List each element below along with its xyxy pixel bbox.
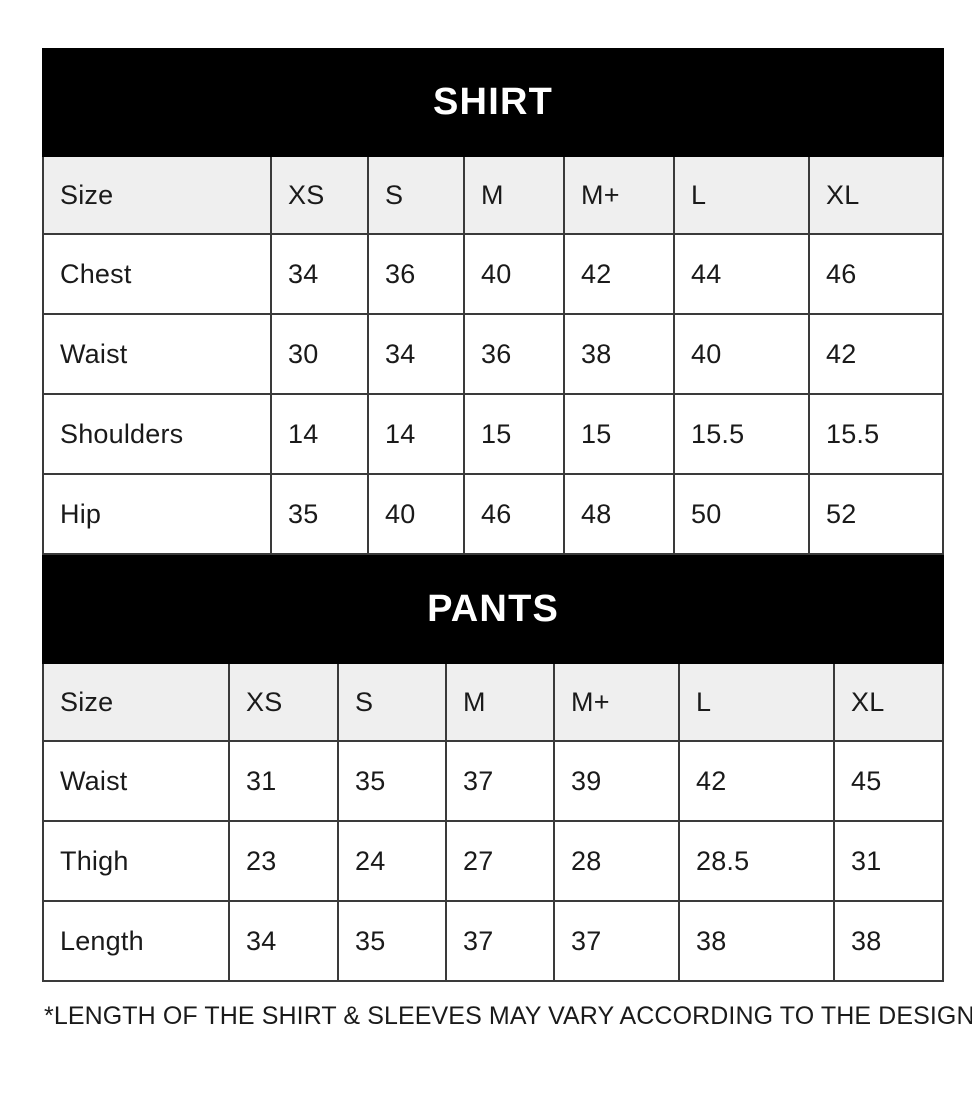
shirt-size-xs: XS bbox=[270, 155, 369, 235]
shirt-hip-l: 50 bbox=[673, 473, 810, 555]
shirt-shoulders-l: 15.5 bbox=[673, 393, 810, 475]
shirt-size-s: S bbox=[367, 155, 465, 235]
pants-waist-m-plus: 39 bbox=[553, 740, 680, 822]
pants-row-label-thigh: Thigh bbox=[42, 820, 230, 902]
shirt-chest-m: 40 bbox=[463, 233, 565, 315]
shirt-hip-xl: 52 bbox=[807, 473, 945, 555]
shirt-chest-xs: 34 bbox=[270, 233, 369, 315]
pants-waist-l: 42 bbox=[678, 740, 835, 822]
shirt-shoulders-xs: 14 bbox=[270, 393, 369, 475]
pants-thigh-m: 27 bbox=[445, 820, 555, 902]
pants-size-table: PANTS Size XS S M M+ L XL Waist 31 35 37… bbox=[41, 555, 945, 982]
shirt-waist-m-plus: 38 bbox=[563, 313, 675, 395]
shirt-shoulders-s: 14 bbox=[367, 393, 465, 475]
pants-thigh-s: 24 bbox=[337, 820, 447, 902]
pants-size-label: Size bbox=[42, 662, 230, 742]
shirt-hip-m-plus: 48 bbox=[563, 473, 675, 555]
size-chart-footnote: *LENGTH OF THE SHIRT & SLEEVES MAY VARY … bbox=[44, 1002, 972, 1030]
table-row: Waist 31 35 37 39 42 45 bbox=[42, 740, 945, 822]
pants-length-m: 37 bbox=[445, 900, 555, 982]
shirt-shoulders-m-plus: 15 bbox=[563, 393, 675, 475]
pants-length-s: 35 bbox=[337, 900, 447, 982]
table-row: Thigh 23 24 27 28 28.5 31 bbox=[42, 820, 945, 902]
shirt-size-xl: XL bbox=[807, 155, 945, 235]
shirt-chest-m-plus: 42 bbox=[563, 233, 675, 315]
pants-header-row: Size XS S M M+ L XL bbox=[42, 662, 945, 742]
table-row: Chest 34 36 40 42 44 46 bbox=[42, 233, 945, 315]
shirt-row-label-chest: Chest bbox=[42, 233, 272, 315]
table-row: Waist 30 34 36 38 40 42 bbox=[42, 313, 945, 395]
pants-size-m: M bbox=[445, 662, 555, 742]
pants-thigh-xl: 31 bbox=[832, 820, 945, 902]
pants-size-l: L bbox=[678, 662, 835, 742]
shirt-header-row: Size XS S M M+ L XL bbox=[42, 155, 945, 235]
shirt-size-label: Size bbox=[42, 155, 272, 235]
shirt-size-m-plus: M+ bbox=[563, 155, 675, 235]
pants-banner-row: PANTS bbox=[41, 555, 945, 664]
pants-length-l: 38 bbox=[678, 900, 835, 982]
table-row: Length 34 35 37 37 38 38 bbox=[42, 900, 945, 982]
shirt-waist-xs: 30 bbox=[270, 313, 369, 395]
shirt-banner-row: SHIRT bbox=[41, 48, 945, 157]
shirt-shoulders-m: 15 bbox=[463, 393, 565, 475]
shirt-waist-l: 40 bbox=[673, 313, 810, 395]
pants-length-m-plus: 37 bbox=[553, 900, 680, 982]
pants-row-label-length: Length bbox=[42, 900, 230, 982]
shirt-size-m: M bbox=[463, 155, 565, 235]
shirt-chest-s: 36 bbox=[367, 233, 465, 315]
pants-waist-xs: 31 bbox=[228, 740, 339, 822]
pants-length-xl: 38 bbox=[832, 900, 945, 982]
shirt-chest-xl: 46 bbox=[807, 233, 945, 315]
shirt-waist-xl: 42 bbox=[807, 313, 945, 395]
shirt-size-l: L bbox=[673, 155, 810, 235]
shirt-waist-s: 34 bbox=[367, 313, 465, 395]
shirt-row-label-hip: Hip bbox=[42, 473, 272, 555]
pants-size-xl: XL bbox=[832, 662, 945, 742]
pants-banner-cell: PANTS bbox=[41, 555, 945, 664]
pants-thigh-l: 28.5 bbox=[678, 820, 835, 902]
shirt-hip-s: 40 bbox=[367, 473, 465, 555]
shirt-shoulders-xl: 15.5 bbox=[807, 393, 945, 475]
pants-size-s: S bbox=[337, 662, 447, 742]
shirt-size-table: SHIRT Size XS S M M+ L XL Chest 34 36 40… bbox=[41, 48, 945, 555]
pants-row-label-waist: Waist bbox=[42, 740, 230, 822]
shirt-chest-l: 44 bbox=[673, 233, 810, 315]
pants-size-xs: XS bbox=[228, 662, 339, 742]
pants-thigh-xs: 23 bbox=[228, 820, 339, 902]
pants-waist-m: 37 bbox=[445, 740, 555, 822]
pants-banner-title: PANTS bbox=[427, 588, 560, 630]
table-row: Shoulders 14 14 15 15 15.5 15.5 bbox=[42, 393, 945, 475]
shirt-banner-cell: SHIRT bbox=[41, 48, 945, 157]
pants-waist-xl: 45 bbox=[832, 740, 945, 822]
shirt-waist-m: 36 bbox=[463, 313, 565, 395]
table-row: Hip 35 40 46 48 50 52 bbox=[42, 473, 945, 555]
pants-length-xs: 34 bbox=[228, 900, 339, 982]
shirt-banner-title: SHIRT bbox=[433, 81, 554, 123]
shirt-hip-xs: 35 bbox=[270, 473, 369, 555]
pants-size-m-plus: M+ bbox=[553, 662, 680, 742]
shirt-hip-m: 46 bbox=[463, 473, 565, 555]
pants-thigh-m-plus: 28 bbox=[553, 820, 680, 902]
pants-waist-s: 35 bbox=[337, 740, 447, 822]
shirt-row-label-waist: Waist bbox=[42, 313, 272, 395]
shirt-row-label-shoulders: Shoulders bbox=[42, 393, 272, 475]
